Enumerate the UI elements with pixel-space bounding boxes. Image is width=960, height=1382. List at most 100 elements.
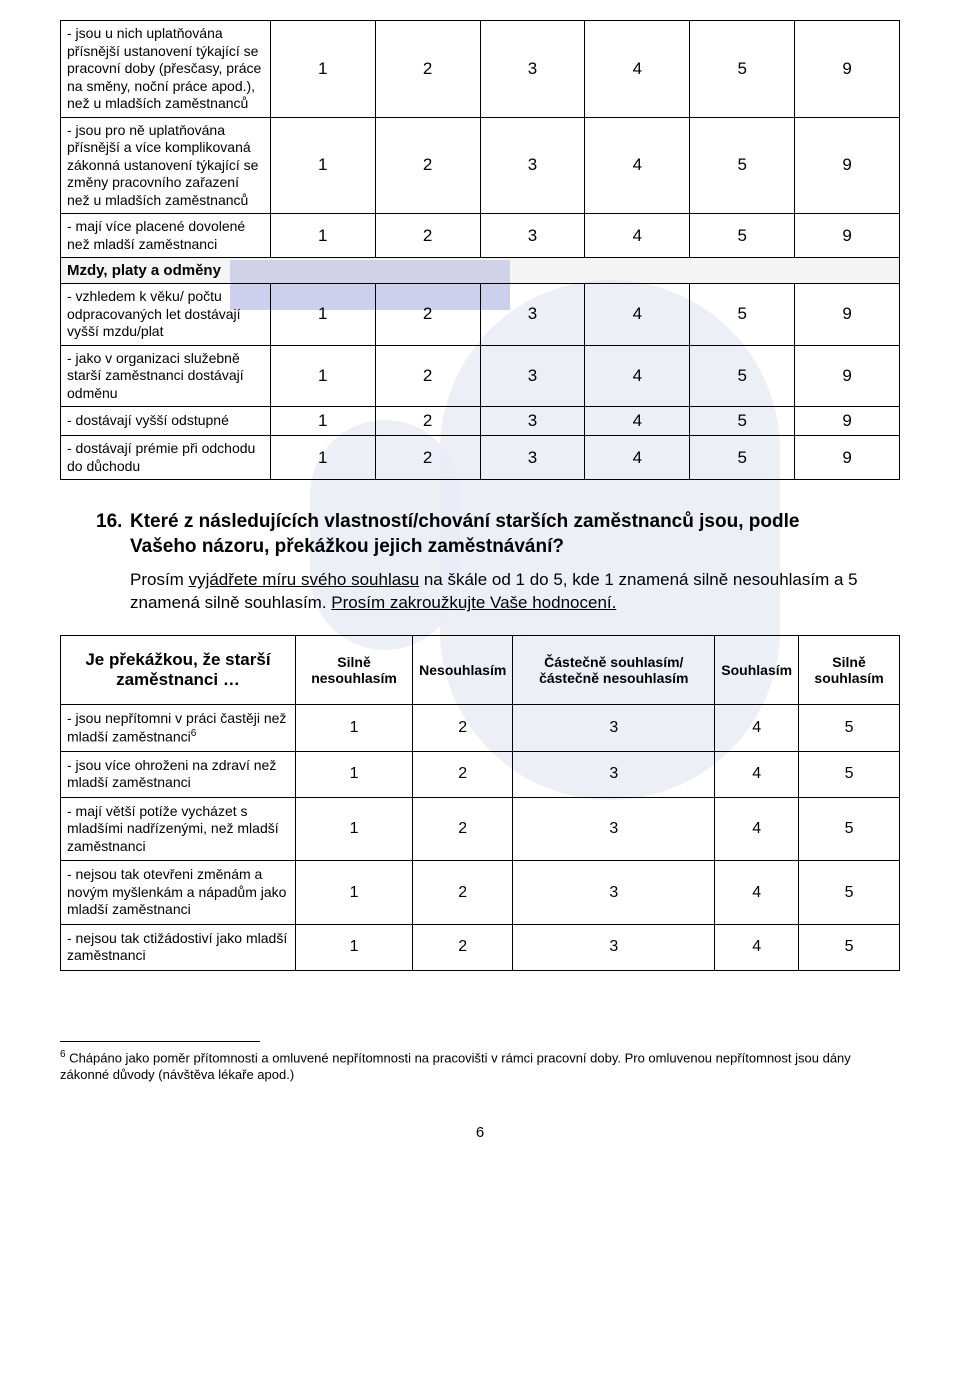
scale-cell: 3	[513, 751, 715, 797]
scale-cell: 5	[799, 861, 900, 925]
table2-col-4: Souhlasím	[715, 636, 799, 705]
scale-cell: 3	[480, 407, 585, 436]
scale-cell: 2	[375, 117, 480, 214]
question-16-heading: 16.Které z následujících vlastností/chov…	[130, 510, 860, 559]
scale-cell: 2	[413, 705, 513, 752]
q-body-underline-1: vyjádřete míru svého souhlasu	[189, 570, 420, 589]
table-row-label: - jako v organizaci služebně starší zamě…	[61, 345, 271, 407]
scale-cell: 1	[270, 214, 375, 258]
scale-cell: 5	[690, 436, 795, 480]
scale-cell: 2	[413, 797, 513, 861]
scale-cell: 5	[690, 214, 795, 258]
scale-cell: 1	[295, 705, 412, 752]
footnote-text: Chápáno jako poměr přítomnosti a omluven…	[60, 1050, 851, 1082]
scale-cell: 4	[585, 214, 690, 258]
table2-col-3: Částečně souhlasím/ částečně nesouhlasím	[513, 636, 715, 705]
scale-cell: 2	[375, 436, 480, 480]
scale-cell: 1	[295, 797, 412, 861]
scale-cell: 3	[480, 214, 585, 258]
scale-cell: 1	[295, 751, 412, 797]
survey-table-1: - jsou u nich uplatňována přísnější usta…	[60, 20, 900, 480]
footnote-ref: 6	[191, 728, 197, 739]
scale-cell: 5	[690, 284, 795, 346]
scale-cell: 5	[690, 407, 795, 436]
scale-cell: 2	[413, 861, 513, 925]
table-row-label: - mají větší potíže vycházet s mladšími …	[61, 797, 296, 861]
scale-cell: 2	[375, 284, 480, 346]
scale-cell: 1	[270, 284, 375, 346]
scale-cell: 4	[585, 21, 690, 118]
question-number: 16.	[96, 510, 130, 535]
scale-cell: 9	[795, 284, 900, 346]
scale-cell: 4	[715, 751, 799, 797]
scale-cell: 2	[413, 924, 513, 970]
table2-col-2: Nesouhlasím	[413, 636, 513, 705]
footnote-separator	[60, 1041, 260, 1042]
scale-cell: 3	[480, 436, 585, 480]
table2-col-1: Silně nesouhlasím	[295, 636, 412, 705]
scale-cell: 4	[585, 345, 690, 407]
scale-cell: 3	[480, 345, 585, 407]
table-row-label: - jsou nepřítomni v práci častěji než ml…	[61, 705, 296, 752]
scale-cell: 3	[480, 284, 585, 346]
table2-col-5: Silně souhlasím	[799, 636, 900, 705]
footnote-6: 6 Chápáno jako poměr přítomnosti a omluv…	[60, 1048, 860, 1084]
scale-cell: 4	[715, 924, 799, 970]
scale-cell: 4	[715, 797, 799, 861]
scale-cell: 9	[795, 436, 900, 480]
survey-table-2: Je překážkou, že starší zaměstnanci … Si…	[60, 635, 900, 971]
scale-cell: 5	[690, 345, 795, 407]
scale-cell: 1	[270, 117, 375, 214]
scale-cell: 3	[513, 924, 715, 970]
scale-cell: 5	[799, 751, 900, 797]
scale-cell: 2	[375, 21, 480, 118]
q-body-pre: Prosím	[130, 570, 189, 589]
scale-cell: 2	[413, 751, 513, 797]
scale-cell: 9	[795, 117, 900, 214]
q-body-underline-2: Prosím zakroužkujte Vaše hodnocení.	[331, 593, 616, 612]
scale-cell: 3	[480, 21, 585, 118]
table-row-label: - vzhledem k věku/ počtu odpracovaných l…	[61, 284, 271, 346]
scale-cell: 5	[799, 797, 900, 861]
scale-cell: 1	[270, 21, 375, 118]
scale-cell: 4	[715, 705, 799, 752]
section-header: Mzdy, platy a odměny	[61, 258, 900, 284]
scale-cell: 1	[295, 924, 412, 970]
scale-cell: 3	[513, 797, 715, 861]
scale-cell: 1	[270, 345, 375, 407]
scale-cell: 2	[375, 214, 480, 258]
scale-cell: 9	[795, 407, 900, 436]
table2-row-header: Je překážkou, že starší zaměstnanci …	[61, 636, 296, 705]
scale-cell: 9	[795, 21, 900, 118]
scale-cell: 9	[795, 345, 900, 407]
scale-cell: 9	[795, 214, 900, 258]
scale-cell: 3	[513, 705, 715, 752]
table-row-label: - jsou u nich uplatňována přísnější usta…	[61, 21, 271, 118]
scale-cell: 3	[513, 861, 715, 925]
scale-cell: 3	[480, 117, 585, 214]
table-row-label: - jsou pro ně uplatňována přísnější a ví…	[61, 117, 271, 214]
table-row-label: - dostávají prémie při odchodu do důchod…	[61, 436, 271, 480]
scale-cell: 4	[585, 407, 690, 436]
scale-cell: 5	[799, 924, 900, 970]
scale-cell: 4	[715, 861, 799, 925]
scale-cell: 1	[270, 407, 375, 436]
table-row-label: - jsou více ohroženi na zdraví než mladš…	[61, 751, 296, 797]
scale-cell: 1	[270, 436, 375, 480]
scale-cell: 2	[375, 407, 480, 436]
scale-cell: 5	[690, 117, 795, 214]
scale-cell: 4	[585, 117, 690, 214]
scale-cell: 5	[690, 21, 795, 118]
question-title: Které z následujících vlastností/chování…	[130, 511, 799, 557]
question-16-body: Prosím vyjádřete míru svého souhlasu na …	[130, 569, 860, 615]
scale-cell: 4	[585, 284, 690, 346]
table-row-label: - mají více placené dovolené než mladší …	[61, 214, 271, 258]
scale-cell: 2	[375, 345, 480, 407]
scale-cell: 5	[799, 705, 900, 752]
page-number: 6	[60, 1124, 900, 1141]
table-row-label: - nejsou tak ctižádostiví jako mladší za…	[61, 924, 296, 970]
table-row-label: - dostávají vyšší odstupné	[61, 407, 271, 436]
scale-cell: 1	[295, 861, 412, 925]
scale-cell: 4	[585, 436, 690, 480]
table-row-label: - nejsou tak otevřeni změnám a novým myš…	[61, 861, 296, 925]
